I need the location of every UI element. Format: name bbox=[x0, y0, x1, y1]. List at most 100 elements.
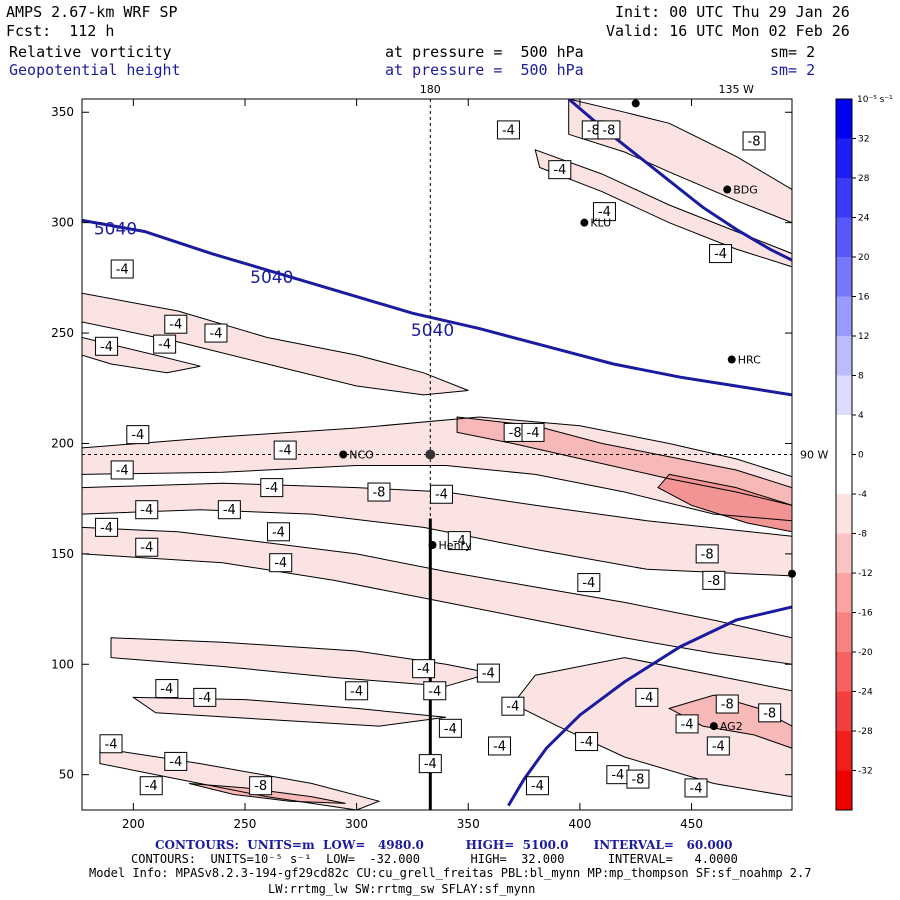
x-tick-label: 400 bbox=[568, 817, 591, 831]
station-marker bbox=[723, 185, 732, 194]
vorticity-label: -4 bbox=[675, 714, 699, 734]
vorticity-label-box bbox=[635, 687, 659, 707]
vorticity-contour bbox=[82, 336, 201, 374]
vorticity-contour bbox=[568, 99, 792, 224]
vorticity-label-text: -8 bbox=[763, 706, 776, 721]
vorticity-label-text: -4 bbox=[160, 682, 173, 697]
vorticity-label-text: -4 bbox=[116, 463, 129, 478]
vorticity-label: -8 bbox=[367, 482, 391, 502]
vorticity-label-text: -4 bbox=[435, 488, 448, 503]
x-tick-label: 200 bbox=[122, 817, 145, 831]
vorticity-label-box bbox=[204, 323, 228, 343]
longitude-label: 180 bbox=[420, 83, 441, 96]
colorbar-title: 10⁻⁵ s⁻¹ bbox=[857, 95, 893, 105]
vorticity-shade bbox=[512, 657, 792, 797]
vorticity-label-text: -8 bbox=[509, 426, 522, 441]
station-label: AG2 bbox=[720, 720, 743, 733]
vorticity-label-text: -4 bbox=[350, 684, 363, 699]
vorticity-label: -4 bbox=[273, 440, 297, 460]
model-title: AMPS 2.67-km WRF SP bbox=[6, 3, 178, 21]
vorticity-label-text: -4 bbox=[140, 503, 153, 518]
vorticity-label-box bbox=[95, 517, 119, 537]
vorticity-label: -4 bbox=[501, 696, 525, 716]
vorticity-label-text: -4 bbox=[714, 247, 727, 262]
vorticity-label: -8 bbox=[503, 422, 527, 442]
colorbar-tick-label: 16 bbox=[858, 293, 870, 303]
vorticity-label-text: -4 bbox=[145, 779, 158, 794]
height-contour-label: 5040 bbox=[411, 321, 454, 341]
vorticity-label: -4 bbox=[217, 500, 241, 520]
vorticity-label-text: -4 bbox=[582, 576, 595, 591]
x-tick-label: 350 bbox=[457, 817, 480, 831]
vorticity-contour bbox=[512, 657, 792, 798]
vorticity-label-box bbox=[695, 544, 719, 564]
vorticity-label: -4 bbox=[193, 687, 217, 707]
vorticity-label-text: -4 bbox=[272, 525, 285, 540]
vorticity-contour bbox=[657, 473, 792, 533]
colorbar-segment bbox=[836, 612, 852, 653]
station-label: Henry bbox=[439, 539, 473, 552]
vorticity-label-box bbox=[496, 120, 520, 140]
vorticity-label: -4 bbox=[135, 500, 159, 520]
vorticity-shade bbox=[111, 637, 491, 687]
vorticity-label-box bbox=[153, 334, 177, 354]
vorticity-label-box bbox=[575, 732, 599, 752]
vorticity-label-text: -8 bbox=[254, 779, 267, 794]
longitude-label: 135 W bbox=[718, 83, 753, 96]
vorticity-label: -4 bbox=[606, 765, 630, 785]
vorticity-contour bbox=[189, 783, 346, 804]
vorticity-label-text: -4 bbox=[712, 739, 725, 754]
vorticity-label-text: -4 bbox=[140, 541, 153, 556]
vorticity-contour bbox=[131, 696, 446, 727]
vorticity-label-box bbox=[164, 751, 188, 771]
station-marker bbox=[709, 722, 718, 731]
vorticity-label-text: -4 bbox=[169, 318, 182, 333]
vorticity-label-text: -4 bbox=[100, 521, 113, 536]
vorticity-label-box bbox=[139, 776, 163, 796]
colorbar-tick-label: 0 bbox=[858, 451, 864, 461]
vorticity-label-box bbox=[702, 570, 726, 590]
vorticity-label-text: -4 bbox=[444, 722, 457, 737]
colorbar-tick-label: -20 bbox=[858, 648, 873, 658]
vorticity-label: -4 bbox=[476, 663, 500, 683]
x-tick-label: 300 bbox=[345, 817, 368, 831]
vorticity-label-text: -4 bbox=[274, 556, 287, 571]
field2-pressure: at pressure = 500 hPa bbox=[385, 61, 584, 79]
y-tick-label: 150 bbox=[51, 547, 74, 561]
vorticity-label: -4 bbox=[496, 120, 520, 140]
vorticity-label-text: -4 bbox=[640, 691, 653, 706]
vorticity-label: -8 bbox=[695, 544, 719, 564]
model-physics: LW:rrtmg_lw SW:rrtmg_sw SFLAY:sf_mynn bbox=[268, 882, 536, 896]
forecast-hour: Fcst: 112 h bbox=[6, 22, 115, 40]
vorticity-label-text: -4 bbox=[611, 768, 624, 783]
colorbar-tick-label: 8 bbox=[858, 372, 864, 382]
vorticity-label-box bbox=[715, 694, 739, 714]
vorticity-label-text: -8 bbox=[701, 547, 714, 562]
colorbar-segment bbox=[836, 770, 852, 811]
colorbar-segment bbox=[836, 415, 852, 455]
vorticity-label: -4 bbox=[423, 681, 447, 701]
colorbar-segment bbox=[836, 178, 852, 218]
vorticity-label-text: -4 bbox=[502, 123, 515, 138]
colorbar-tick-label: 12 bbox=[858, 332, 869, 342]
station-label: NCO bbox=[349, 449, 374, 462]
init-time: Init: 00 UTC Thu 29 Jan 26 bbox=[615, 3, 850, 21]
vorticity-label: -4 bbox=[164, 314, 188, 334]
vorticity-label-text: -4 bbox=[158, 338, 171, 353]
vorticity-label-text: -4 bbox=[105, 737, 118, 752]
vorticity-label: -4 bbox=[139, 776, 163, 796]
vorticity-contour-info: CONTOURS: UNITS=10⁻⁵ s⁻¹ LOW= -32.000 HI… bbox=[131, 852, 738, 866]
vorticity-label: -8 bbox=[702, 570, 726, 590]
vorticity-contour bbox=[82, 526, 792, 665]
vorticity-label: -4 bbox=[684, 778, 708, 798]
vorticity-shade bbox=[82, 527, 792, 665]
vorticity-contour bbox=[456, 416, 792, 506]
field1-pressure: at pressure = 500 hPa bbox=[385, 43, 584, 61]
vorticity-label: -4 bbox=[99, 734, 123, 754]
x-tick-label: 450 bbox=[680, 817, 703, 831]
vorticity-label: -4 bbox=[412, 659, 436, 679]
vorticity-label-text: -4 bbox=[424, 757, 437, 772]
colorbar-segment bbox=[836, 257, 852, 297]
station-label: HRC bbox=[738, 354, 761, 367]
